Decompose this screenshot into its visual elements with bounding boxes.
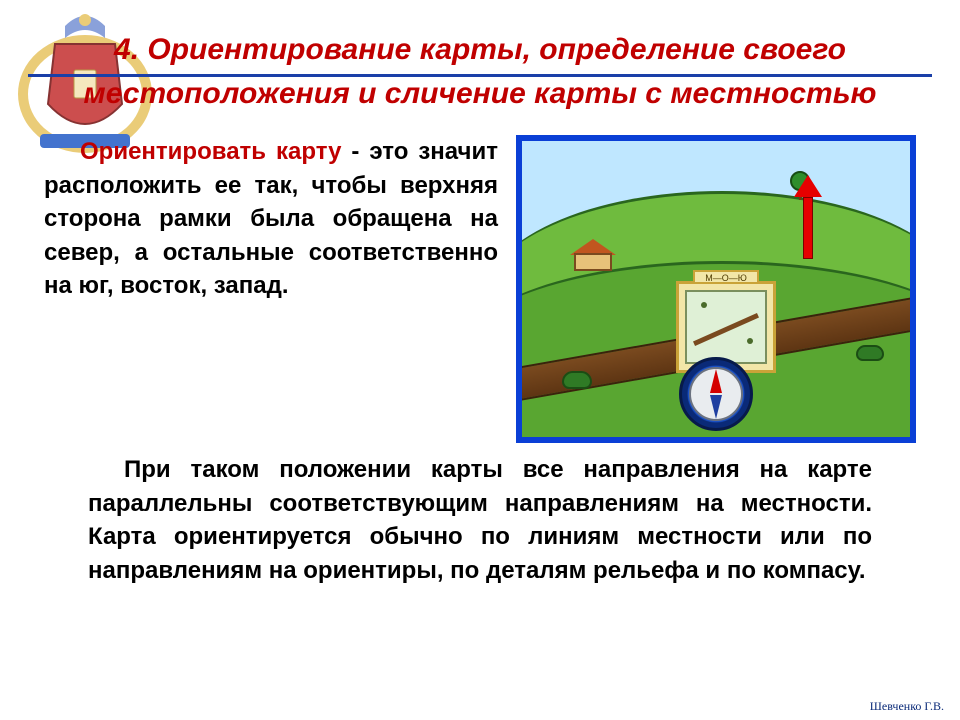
title-text: 4. Ориентирование карты, определение сво…	[40, 28, 920, 115]
map-sheet-label: М—О—Ю	[693, 270, 759, 284]
para1-lead: Ориентировать карту	[80, 138, 341, 165]
compass-icon	[679, 357, 753, 431]
para2-text: При таком положении карты все направлени…	[88, 456, 872, 584]
slide-title: 4. Ориентирование карты, определение сво…	[0, 0, 960, 115]
top-row: Ориентировать карту - это значит располо…	[44, 135, 916, 443]
content-area: Ориентировать карту - это значит располо…	[0, 115, 960, 587]
slide: 4. Ориентирование карты, определение сво…	[0, 0, 960, 720]
author-credit: Шевченко Г.В.	[870, 699, 944, 714]
paragraph-2: При таком положении карты все направлени…	[44, 453, 916, 587]
figure-frame: М—О—Ю	[516, 135, 916, 443]
paragraph-1: Ориентировать карту - это значит располо…	[44, 135, 498, 303]
house-icon	[570, 241, 616, 271]
north-arrow-icon	[794, 197, 822, 281]
bush-icon	[856, 345, 884, 361]
bush-icon	[562, 371, 592, 389]
orientation-figure: М—О—Ю	[516, 135, 916, 443]
paragraph-1-column: Ориентировать карту - это значит располо…	[44, 135, 498, 303]
